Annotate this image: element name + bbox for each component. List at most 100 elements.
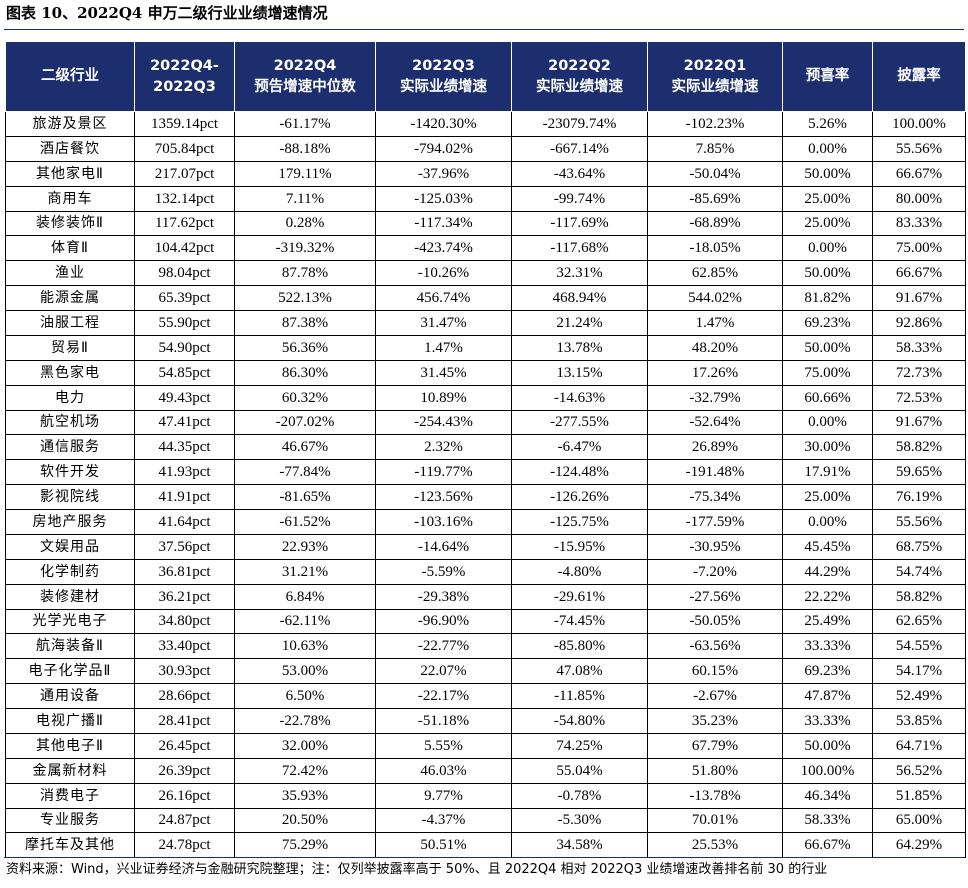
- industry-name-cell: 专业服务: [5, 807, 135, 834]
- header-q4-forecast: 2022Q4 预告增速中位数: [234, 41, 376, 112]
- diff-cell: 26.39pct: [134, 757, 235, 784]
- q2-actual-cell: -99.74%: [511, 185, 648, 212]
- table-row: 影视院线 41.91pct -81.65% -123.56% -126.26% -75.3…: [5, 484, 966, 510]
- q3-actual-cell: -22.17%: [375, 683, 512, 709]
- table-row: 能源金属 65.39pct 522.13% 456.74% 468.94% 544.02%…: [5, 285, 966, 311]
- industry-name-cell: 影视院线: [5, 484, 135, 510]
- table-row: 消费电子 26.16pct 35.93% 9.77% -0.78% -13.78% 46.3…: [5, 782, 966, 809]
- q2-actual-cell: -125.75%: [511, 509, 648, 535]
- table-row: 通用设备 28.66pct 6.50% -22.17% -11.85% -2.67% 47.…: [5, 683, 966, 709]
- diff-cell: 37.56pct: [134, 533, 235, 560]
- positive-rate-cell: 45.45%: [782, 533, 873, 560]
- industry-name-cell: 通用设备: [5, 683, 135, 709]
- table-row: 黑色家电 54.85pct 86.30% 31.45% 13.15% 17.26% 75.0…: [5, 359, 966, 386]
- column-header-line: 实际业绩增速: [400, 78, 487, 95]
- diff-cell: 36.81pct: [134, 558, 235, 585]
- q2-actual-cell: 74.25%: [511, 732, 648, 759]
- industry-name-cell: 消费电子: [5, 782, 135, 809]
- q1-actual-cell: 60.15%: [647, 658, 783, 685]
- q1-actual-cell: -50.05%: [647, 608, 783, 635]
- q3-actual-cell: 22.07%: [375, 658, 512, 685]
- q4-forecast-cell: 6.50%: [234, 683, 376, 709]
- positive-rate-cell: 0.00%: [782, 509, 873, 535]
- diff-cell: 28.41pct: [134, 708, 235, 734]
- q1-actual-cell: -13.78%: [647, 782, 783, 809]
- q3-actual-cell: -37.96%: [375, 160, 512, 187]
- table-row: 装修建材 36.21pct 6.84% -29.38% -29.61% -27.56% 22…: [5, 583, 966, 610]
- q3-actual-cell: 5.55%: [375, 732, 512, 759]
- q2-actual-cell: -14.63%: [511, 384, 648, 411]
- disclosure-rate-cell: 54.55%: [872, 633, 966, 660]
- diff-cell: 65.39pct: [134, 285, 235, 311]
- q3-actual-cell: -119.77%: [375, 459, 512, 486]
- q3-actual-cell: 50.51%: [375, 832, 512, 859]
- diff-cell: 55.90pct: [134, 310, 235, 336]
- table-row: 文娱用品 37.56pct 22.93% -14.64% -15.95% -30.95% 4…: [5, 533, 966, 560]
- q2-actual-cell: -124.48%: [511, 459, 648, 486]
- diff-cell: 47.41pct: [134, 409, 235, 436]
- q4-forecast-cell: 7.11%: [234, 185, 376, 212]
- q1-actual-cell: -7.20%: [647, 558, 783, 585]
- disclosure-rate-cell: 58.82%: [872, 434, 966, 461]
- positive-rate-cell: 0.00%: [782, 409, 873, 436]
- q4-forecast-cell: -88.18%: [234, 135, 376, 162]
- diff-cell: 41.64pct: [134, 509, 235, 535]
- q4-forecast-cell: -77.84%: [234, 459, 376, 486]
- diff-cell: 26.16pct: [134, 782, 235, 809]
- disclosure-rate-cell: 64.71%: [872, 732, 966, 759]
- industry-name-cell: 电力: [5, 384, 135, 411]
- table-row: 电子化学品Ⅱ 30.93pct 53.00% 22.07% 47.08% 60.15% 69…: [5, 658, 966, 685]
- positive-rate-cell: 30.00%: [782, 434, 873, 461]
- table-row: 摩托车及其他 24.78pct 75.29% 50.51% 34.58% 25.53% 66…: [5, 832, 966, 859]
- positive-rate-cell: 0.00%: [782, 235, 873, 262]
- diff-cell: 705.84pct: [134, 135, 235, 162]
- positive-rate-cell: 75.00%: [782, 359, 873, 386]
- positive-rate-cell: 33.33%: [782, 633, 873, 660]
- q3-actual-cell: -103.16%: [375, 509, 512, 535]
- disclosure-rate-cell: 53.85%: [872, 708, 966, 734]
- q3-actual-cell: -125.03%: [375, 185, 512, 212]
- disclosure-rate-cell: 54.74%: [872, 558, 966, 585]
- performance-table: 二级行业 2022Q4- 2022Q3 2022Q4 预告增速中位数 2022Q3 实际业绩…: [5, 41, 966, 859]
- table-row: 电力 49.43pct 60.32% 10.89% -14.63% -32.79% 60.6…: [5, 384, 966, 411]
- diff-cell: 54.85pct: [134, 359, 235, 386]
- positive-rate-cell: 5.26%: [782, 111, 873, 137]
- industry-name-cell: 渔业: [5, 260, 135, 287]
- diff-cell: 49.43pct: [134, 384, 235, 411]
- table-row: 航海装备Ⅱ 33.40pct 10.63% -22.77% -85.80% -63.56%…: [5, 633, 966, 660]
- q2-actual-cell: -6.47%: [511, 434, 648, 461]
- q4-forecast-cell: 75.29%: [234, 832, 376, 859]
- q3-actual-cell: -14.64%: [375, 533, 512, 560]
- q2-actual-cell: -117.68%: [511, 235, 648, 262]
- table-row: 酒店餐饮 705.84pct -88.18% -794.02% -667.14% 7.85…: [5, 135, 966, 162]
- positive-rate-cell: 33.33%: [782, 708, 873, 734]
- column-header-line: 披露率: [897, 68, 941, 84]
- industry-name-cell: 黑色家电: [5, 359, 135, 386]
- table-row: 光学光电子 34.80pct -62.11% -96.90% -74.45% -50.05…: [5, 608, 966, 635]
- diff-cell: 41.93pct: [134, 459, 235, 486]
- q3-actual-cell: -4.37%: [375, 807, 512, 834]
- industry-name-cell: 航海装备Ⅱ: [5, 633, 135, 660]
- industry-name-cell: 软件开发: [5, 459, 135, 486]
- industry-name-cell: 摩托车及其他: [5, 832, 135, 859]
- q1-actual-cell: -30.95%: [647, 533, 783, 560]
- q2-actual-cell: -85.80%: [511, 633, 648, 660]
- diff-cell: 24.78pct: [134, 832, 235, 859]
- disclosure-rate-cell: 66.67%: [872, 160, 966, 187]
- positive-rate-cell: 25.00%: [782, 185, 873, 212]
- table-row: 专业服务 24.87pct 20.50% -4.37% -5.30% 70.01% 58.3…: [5, 807, 966, 834]
- q4-forecast-cell: 6.84%: [234, 583, 376, 610]
- positive-rate-cell: 44.29%: [782, 558, 873, 585]
- q1-actual-cell: 26.89%: [647, 434, 783, 461]
- q3-actual-cell: 9.77%: [375, 782, 512, 809]
- q2-actual-cell: -277.55%: [511, 409, 648, 436]
- diff-cell: 36.21pct: [134, 583, 235, 610]
- positive-rate-cell: 69.23%: [782, 310, 873, 336]
- q2-actual-cell: 13.15%: [511, 359, 648, 386]
- disclosure-rate-cell: 54.17%: [872, 658, 966, 685]
- disclosure-rate-cell: 65.00%: [872, 807, 966, 834]
- q3-actual-cell: 2.32%: [375, 434, 512, 461]
- source-divider: [4, 857, 964, 858]
- table-row: 旅游及景区 1359.14pct -61.17% -1420.30% -23079.74…: [5, 111, 966, 137]
- q3-actual-cell: 1.47%: [375, 334, 512, 361]
